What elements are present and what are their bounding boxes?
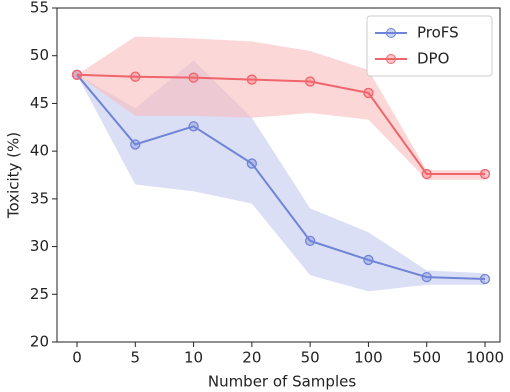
marker	[363, 87, 374, 99]
y-tick-label: 20	[30, 333, 49, 351]
line	[76, 74, 486, 281]
plot-frame	[56, 7, 501, 343]
x-tick-label: 500	[412, 349, 441, 367]
marker	[479, 168, 491, 180]
x-tick-label: 100	[354, 349, 383, 367]
x-tick-label: 50	[301, 349, 320, 367]
legend-label: DPO	[417, 50, 449, 68]
x-axis-label: Number of Samples	[208, 373, 356, 391]
y-tick-label: 35	[30, 189, 49, 207]
x-tick-label: 10	[184, 349, 203, 367]
legend-marker	[386, 54, 396, 64]
band	[77, 60, 485, 292]
marker	[304, 76, 316, 87]
x-tick-label: 5	[131, 349, 141, 367]
marker	[130, 139, 141, 150]
marker	[246, 158, 258, 169]
y-tick-label: 25	[30, 285, 49, 303]
marker	[421, 168, 432, 180]
marker	[304, 235, 316, 246]
y-tick-label: 40	[30, 142, 49, 160]
marker	[71, 69, 83, 80]
marker	[246, 74, 258, 85]
line	[76, 73, 485, 176]
marker	[188, 72, 199, 83]
marker	[421, 271, 432, 283]
y-tick-label: 30	[30, 237, 49, 255]
band	[77, 36, 485, 180]
y-tick-label: 55	[30, 0, 49, 17]
legend-marker	[386, 28, 396, 38]
marker	[363, 254, 374, 266]
marker	[130, 71, 141, 82]
marker	[188, 121, 199, 132]
legend-label: ProFS	[417, 24, 459, 42]
x-tick-label: 20	[242, 349, 261, 367]
y-tick-label: 45	[30, 94, 49, 112]
x-tick-label: 0	[72, 349, 82, 367]
y-tick-label: 50	[30, 46, 49, 64]
legend-box	[366, 15, 493, 77]
x-tick-label: 1000	[466, 349, 504, 367]
y-axis-label: Toxicity (%)	[5, 132, 23, 219]
marker	[479, 273, 491, 285]
